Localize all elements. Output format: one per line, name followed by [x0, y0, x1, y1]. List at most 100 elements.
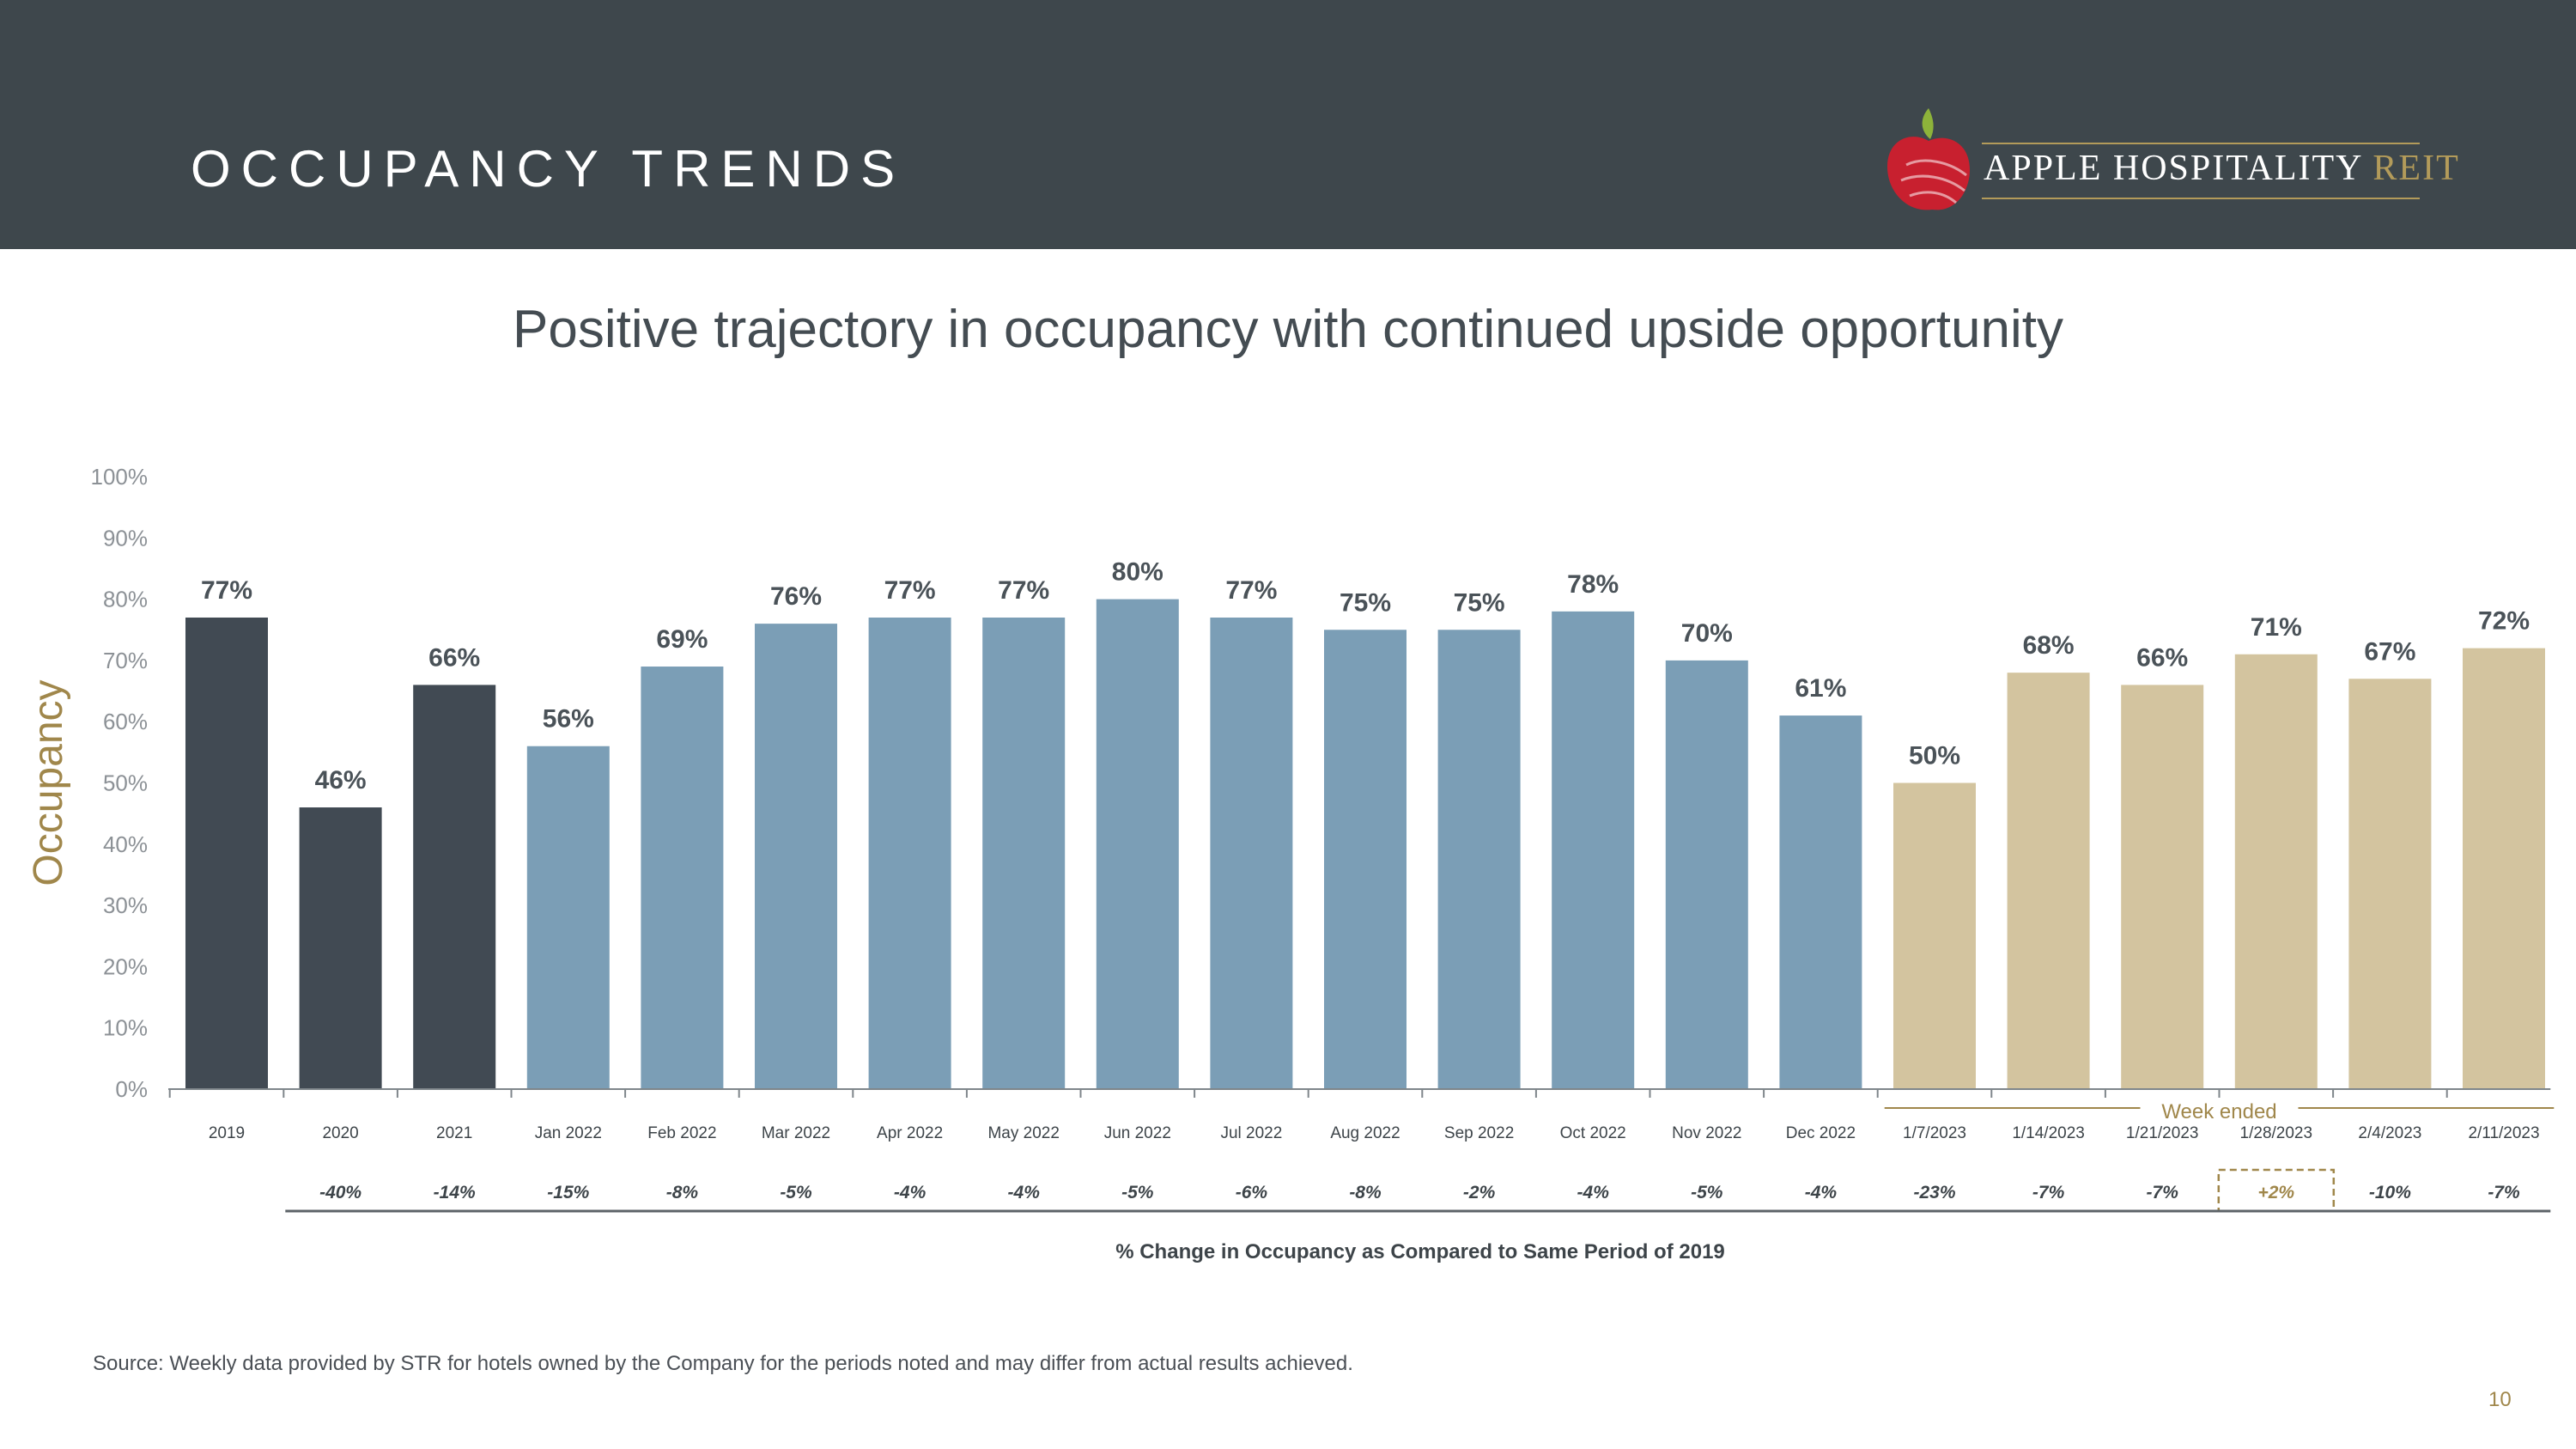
bar-jul-2022 — [1210, 617, 1293, 1089]
x-category-label: Sep 2022 — [1444, 1124, 1514, 1142]
bar-value-label: 77% — [998, 576, 1049, 605]
bar-value-label: 66% — [428, 643, 480, 672]
bar-value-label: 68% — [2023, 631, 2075, 660]
apple-leaf-icon — [1922, 108, 1934, 139]
pct-change-label: -8% — [666, 1183, 699, 1202]
x-category-label: Jun 2022 — [1104, 1124, 1171, 1142]
y-tick-label: 50% — [103, 770, 148, 796]
y-tick-label: 10% — [103, 1015, 148, 1041]
bar-value-label: 71% — [2251, 613, 2302, 642]
bar-mar-2022 — [755, 624, 837, 1089]
logo-accent-text: REIT — [2372, 149, 2460, 188]
bar-value-label: 50% — [1909, 742, 1960, 770]
pct-change-label: -7% — [2488, 1183, 2520, 1202]
bar-2021 — [413, 685, 496, 1089]
x-category-label: 1/21/2023 — [2126, 1124, 2199, 1142]
bar-value-label: 77% — [884, 576, 936, 605]
bar-1-7-2023 — [1893, 782, 1976, 1089]
chart-subtitle: Positive trajectory in occupancy with co… — [513, 300, 2063, 359]
bar-1-14-2023 — [2007, 673, 2090, 1089]
x-category-label: Jul 2022 — [1220, 1124, 1282, 1142]
bar-jun-2022 — [1096, 599, 1179, 1089]
x-category-label: May 2022 — [987, 1124, 1059, 1142]
x-category-label: 1/28/2023 — [2240, 1124, 2313, 1142]
logo-rule-bottom — [1982, 198, 2420, 199]
pct-change-label: -2% — [1463, 1183, 1496, 1202]
week-ended-label: Week ended — [2161, 1100, 2276, 1123]
occupancy-bar-chart: Occupancy 0% 10% 20% 30% 40% 50% 60% 70% 80% 90% 10… — [26, 464, 2555, 1263]
bar-value-label: 77% — [201, 576, 252, 605]
pct-change-label: -23% — [1913, 1183, 1955, 1202]
bar-value-label: 56% — [543, 705, 594, 734]
pct-change-label: -5% — [780, 1183, 812, 1202]
y-tick-label: 30% — [103, 892, 148, 918]
bar-value-label: 46% — [315, 766, 367, 795]
bar-2019 — [185, 617, 268, 1089]
x-category-label: Jan 2022 — [535, 1124, 602, 1142]
bar-1-28-2023 — [2234, 654, 2318, 1089]
y-tick-label: 90% — [103, 525, 148, 551]
page-title: OCCUPANCY TRENDS — [191, 140, 906, 198]
bar-2-11-2023 — [2463, 648, 2545, 1089]
y-tick-label: 20% — [103, 953, 148, 979]
logo-wordmark: APPLE HOSPITALITY REIT — [1984, 148, 2460, 189]
pct-change-label: -14% — [434, 1183, 476, 1202]
x-category-label: Oct 2022 — [1560, 1124, 1626, 1142]
x-category-label: 1/14/2023 — [2012, 1124, 2085, 1142]
pct-change-label: -4% — [1805, 1183, 1838, 1202]
bar-value-label: 61% — [1795, 674, 1846, 703]
pct-change-label: -5% — [1691, 1183, 1723, 1202]
bar-1-21-2023 — [2121, 685, 2204, 1089]
y-tick-label: 80% — [103, 587, 148, 612]
pct-change-label: -40% — [319, 1183, 361, 1202]
x-category-label: 2020 — [322, 1124, 358, 1142]
y-tick-label: 0% — [115, 1076, 148, 1102]
pct-change-label: -4% — [894, 1183, 927, 1202]
apple-body-icon — [1887, 137, 1970, 210]
pct-change-label: -5% — [1121, 1183, 1154, 1202]
x-category-label: Feb 2022 — [647, 1124, 716, 1142]
pct-change-label: -7% — [2147, 1183, 2179, 1202]
bar-value-label: 76% — [770, 582, 822, 611]
bar-sep-2022 — [1437, 630, 1521, 1089]
x-category-label: Mar 2022 — [762, 1124, 830, 1142]
bar-oct-2022 — [1552, 611, 1635, 1089]
pct-change-label: -4% — [1577, 1183, 1610, 1202]
bar-2020 — [299, 807, 382, 1089]
bar-value-label: 75% — [1454, 588, 1505, 617]
x-category-label: Apr 2022 — [877, 1124, 943, 1142]
x-category-label: 2021 — [436, 1124, 472, 1142]
bar-value-label: 69% — [656, 625, 708, 654]
x-category-label: Dec 2022 — [1786, 1124, 1856, 1142]
bar-value-label: 80% — [1112, 558, 1163, 587]
y-tick-label: 60% — [103, 709, 148, 734]
page-number: 10 — [2488, 1388, 2512, 1411]
logo-rule-top — [1982, 143, 2420, 144]
bar-value-label: 75% — [1340, 588, 1391, 617]
source-note: Source: Weekly data provided by STR for … — [93, 1352, 1353, 1375]
bar-apr-2022 — [868, 617, 951, 1089]
bar-jan-2022 — [526, 746, 610, 1089]
pct-change-label: +2% — [2257, 1183, 2294, 1202]
x-category-label: 1/7/2023 — [1903, 1124, 1966, 1142]
pct-change-label: -10% — [2369, 1183, 2411, 1202]
bar-value-label: 72% — [2478, 607, 2530, 636]
pct-change-label: -4% — [1008, 1183, 1041, 1202]
logo-brand-text: APPLE HOSPITALITY — [1984, 149, 2362, 188]
bar-aug-2022 — [1324, 630, 1406, 1089]
pct-change-label: -6% — [1236, 1183, 1268, 1202]
bar-value-label: 67% — [2364, 637, 2415, 666]
bar-2-4-2023 — [2348, 679, 2432, 1089]
bar-may-2022 — [982, 617, 1066, 1089]
apple-logo-icon — [1887, 108, 1970, 210]
bar-feb-2022 — [641, 667, 724, 1089]
x-category-label: Aug 2022 — [1330, 1124, 1400, 1142]
y-tick-label: 100% — [91, 464, 149, 490]
bar-value-label: 77% — [1225, 576, 1277, 605]
bar-value-label: 78% — [1567, 570, 1619, 599]
y-tick-label: 40% — [103, 831, 148, 857]
pct-change-label: -7% — [2032, 1183, 2065, 1202]
x-category-label: 2/11/2023 — [2468, 1124, 2539, 1142]
y-tick-label: 70% — [103, 648, 148, 673]
pct-change-label: -8% — [1349, 1183, 1382, 1202]
